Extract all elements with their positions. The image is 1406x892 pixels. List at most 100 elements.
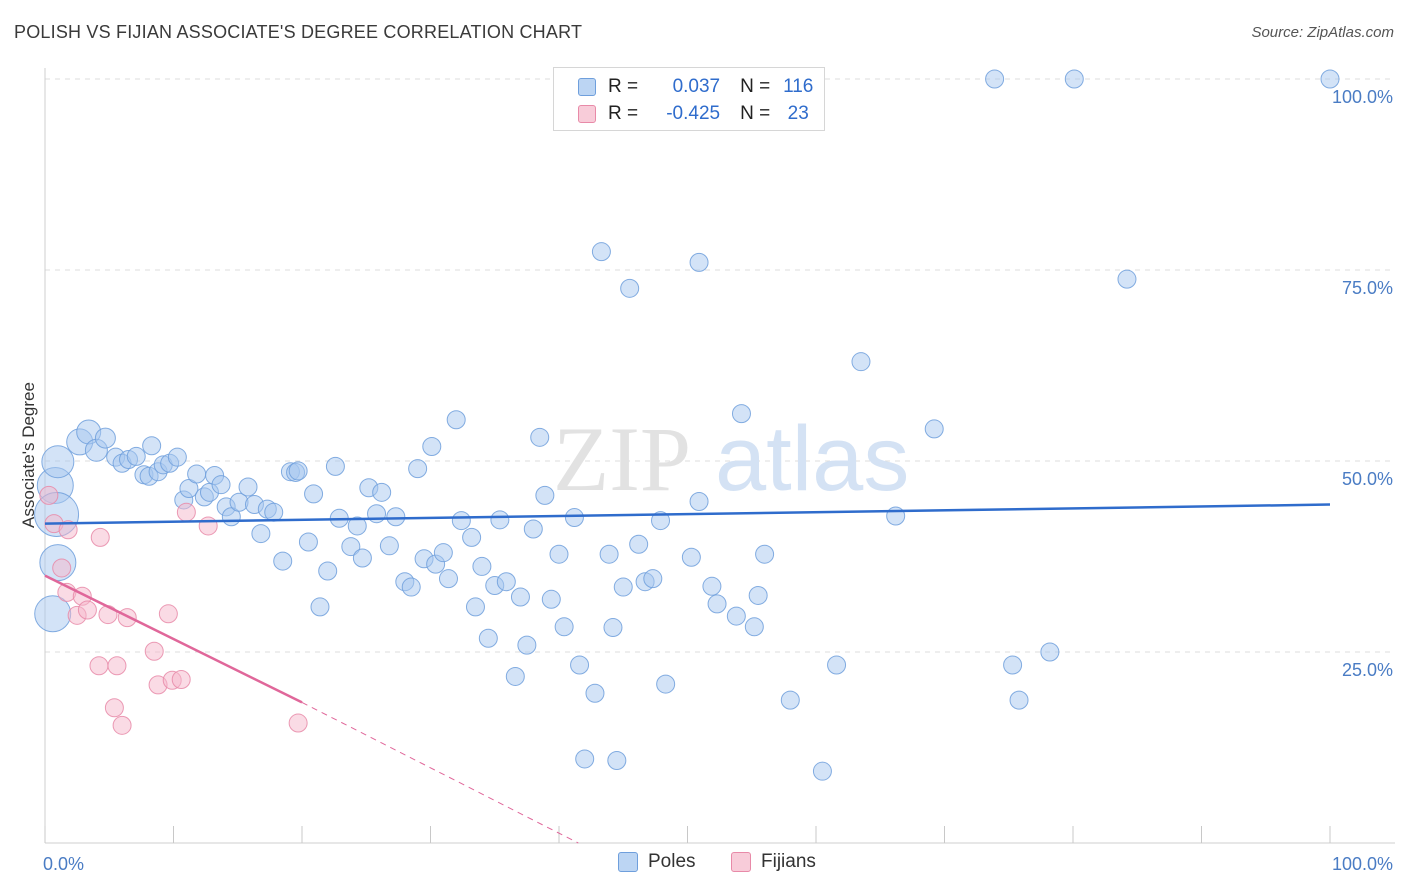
poles-point-15 <box>142 436 162 456</box>
fijians-point-21 <box>198 516 218 536</box>
poles-point-101 <box>744 617 764 637</box>
fijians-point-8 <box>89 656 109 676</box>
poles-point-65 <box>472 556 492 576</box>
fijians-trend-extension <box>301 701 579 844</box>
poles-trend-line <box>44 503 1331 525</box>
y-tick-label-3: 100.0% <box>1332 87 1393 107</box>
fijians-point-0 <box>39 485 59 505</box>
poles-point-109 <box>924 419 944 439</box>
poles-point-96 <box>689 491 709 511</box>
poles-point-80 <box>570 655 590 675</box>
poles-point-77 <box>549 544 569 564</box>
poles-point-112 <box>1009 690 1029 710</box>
fijians-point-19 <box>171 670 191 690</box>
poles-point-43 <box>325 456 345 476</box>
poles-point-91 <box>643 569 663 589</box>
y-tick-label-0: 25.0% <box>1342 660 1393 680</box>
fijians-point-14 <box>117 608 137 628</box>
legend-n-label: N = <box>740 103 771 124</box>
poles-point-64 <box>465 597 485 617</box>
poles-point-92 <box>651 511 671 531</box>
y-tick-label-2: 75.0% <box>1342 278 1393 298</box>
series-legend-poles: Poles <box>618 851 696 873</box>
legend-row-fijians: R = -0.425 N = 23 <box>578 101 818 127</box>
poles-point-66 <box>478 628 498 648</box>
poles-point-87 <box>613 577 633 597</box>
poles-point-45 <box>341 537 361 557</box>
poles-point-50 <box>372 482 392 502</box>
poles-point-84 <box>599 544 619 564</box>
series-legend-fijians: Fijians <box>731 851 816 873</box>
series-legend: Poles Fijians <box>0 851 1406 877</box>
poles-point-32 <box>251 524 271 544</box>
poles-point-88 <box>620 278 640 298</box>
poles-point-86 <box>607 750 627 770</box>
poles-point-42 <box>318 561 338 581</box>
fijians-point-3 <box>58 520 78 540</box>
series-label-fijians: Fijians <box>761 851 816 872</box>
chart-title: POLISH VS FIJIAN ASSOCIATE'S DEGREE CORR… <box>14 22 583 42</box>
poles-point-116 <box>1320 69 1340 89</box>
poles-point-52 <box>386 507 406 527</box>
legend-r-value: -0.425 <box>666 103 721 124</box>
legend-n-label: N = <box>740 76 771 97</box>
legend-r-value: 0.037 <box>672 76 721 97</box>
poles-point-38 <box>288 461 308 481</box>
poles-point-57 <box>422 436 442 456</box>
poles-point-105 <box>812 761 832 781</box>
poles-point-62 <box>451 511 471 531</box>
poles-point-22 <box>187 464 207 484</box>
poles-point-76 <box>541 589 561 609</box>
poles-point-70 <box>505 666 525 686</box>
legend-r-label: R = <box>608 103 639 124</box>
poles-point-81 <box>575 749 595 769</box>
poles-point-113 <box>1040 642 1060 662</box>
poles-point-60 <box>438 569 458 589</box>
chart-source: Source: ZipAtlas.com <box>1251 24 1394 41</box>
poles-point-99 <box>726 606 746 626</box>
poles-point-72 <box>517 635 537 655</box>
poles-point-103 <box>755 544 775 564</box>
poles-point-40 <box>304 484 324 504</box>
y-tick-labels: 25.0% 50.0% 75.0% 100.0% <box>1332 87 1393 680</box>
poles-point-104 <box>780 690 800 710</box>
poles-point-69 <box>496 572 516 592</box>
poles-point-98 <box>707 594 727 614</box>
legend-r-label: R = <box>608 76 639 97</box>
series-swatch-fijians <box>731 852 751 872</box>
poles-point-83 <box>591 242 611 262</box>
poles-point-12 <box>126 446 146 466</box>
poles-point-8 <box>94 427 116 449</box>
poles-point-63 <box>462 527 482 547</box>
legend-swatch-poles <box>578 78 596 96</box>
poles-point-107 <box>851 352 871 372</box>
poles-point-73 <box>523 519 543 539</box>
poles-point-78 <box>554 617 574 637</box>
poles-point-61 <box>446 410 466 430</box>
series-label-poles: Poles <box>648 851 696 872</box>
fijians-point-15 <box>144 641 164 661</box>
poles-point-51 <box>379 536 399 556</box>
fijians-point-17 <box>158 604 178 624</box>
correlation-legend: R = 0.037 N = 116 R = -0.425 N = 23 <box>553 67 825 131</box>
poles-point-115 <box>1117 269 1137 289</box>
poles-point-55 <box>408 459 428 479</box>
watermark-atlas: atlas <box>715 408 909 510</box>
fijians-point-22 <box>288 713 308 733</box>
poles-point-89 <box>629 534 649 554</box>
legend-row-poles: R = 0.037 N = 116 <box>578 74 818 100</box>
poles-point-93 <box>656 674 676 694</box>
poles-point-59 <box>433 543 453 563</box>
poles-point-82 <box>585 683 605 703</box>
poles-point-41 <box>310 597 330 617</box>
poles-point-100 <box>731 404 751 424</box>
y-tick-label-1: 50.0% <box>1342 469 1393 489</box>
poles-point-114 <box>1064 69 1084 89</box>
fijians-trend-line <box>44 574 303 704</box>
poles-point-1 <box>41 445 75 479</box>
poles-point-95 <box>689 252 709 272</box>
poles-point-26 <box>211 475 231 495</box>
poles-point-34 <box>264 502 284 522</box>
poles-point-19 <box>167 447 187 467</box>
